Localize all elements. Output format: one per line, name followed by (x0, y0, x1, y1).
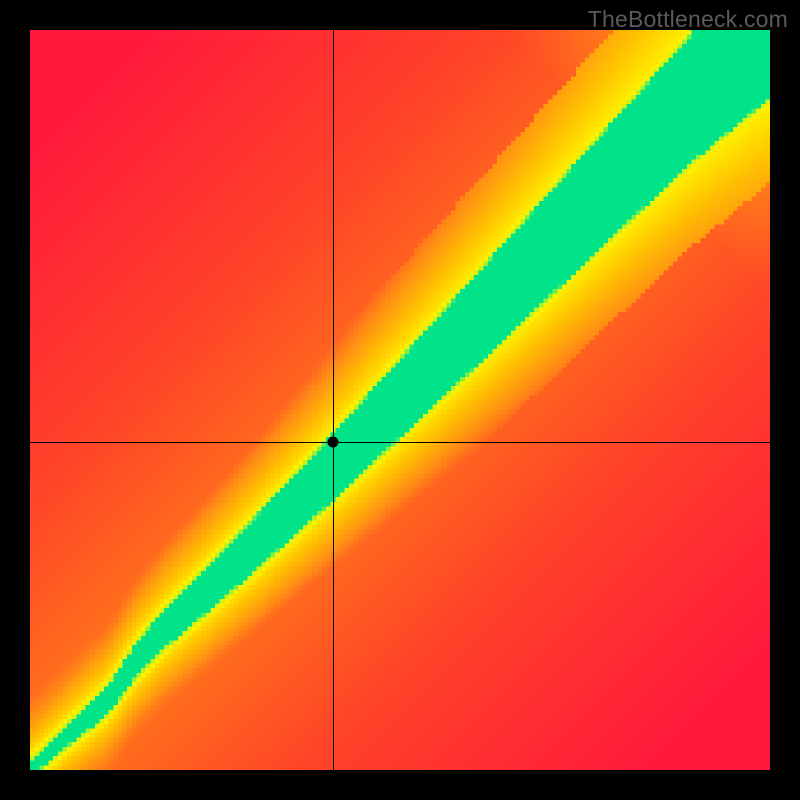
plot-area (30, 30, 770, 770)
crosshair-marker (328, 437, 339, 448)
watermark-text: TheBottleneck.com (588, 6, 788, 33)
crosshair-vertical (333, 30, 334, 770)
heatmap-canvas (30, 30, 770, 770)
figure-container: TheBottleneck.com (0, 0, 800, 800)
crosshair-horizontal (30, 442, 770, 443)
